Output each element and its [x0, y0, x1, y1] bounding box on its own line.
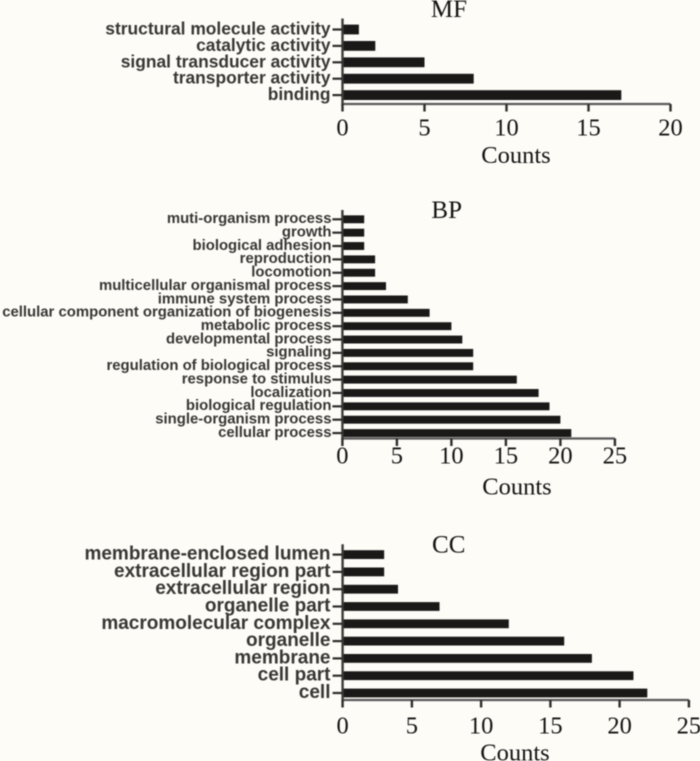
svg-text:20: 20	[607, 713, 632, 740]
svg-text:developmental process: developmental process	[166, 331, 332, 347]
svg-text:10: 10	[469, 713, 494, 740]
svg-text:15: 15	[576, 115, 601, 142]
svg-text:Counts: Counts	[481, 142, 550, 169]
svg-text:Counts: Counts	[482, 474, 551, 501]
svg-text:15: 15	[538, 713, 563, 740]
svg-text:muti-organism process: muti-organism process	[167, 211, 332, 227]
svg-text:5: 5	[406, 713, 418, 740]
svg-text:cell: cell	[299, 682, 331, 703]
svg-text:catalytic activity: catalytic activity	[196, 35, 331, 55]
svg-text:25: 25	[603, 443, 628, 470]
svg-text:5: 5	[418, 115, 430, 142]
svg-text:membrane: membrane	[234, 647, 330, 668]
svg-text:cellular component organizatio: cellular component organization of bioge…	[2, 305, 331, 321]
svg-text:single-organism process: single-organism process	[155, 412, 331, 428]
svg-text:biological regulation: biological regulation	[186, 398, 332, 414]
svg-text:transporter activity: transporter activity	[173, 68, 331, 88]
svg-text:0: 0	[336, 115, 348, 142]
svg-text:signaling: signaling	[266, 345, 331, 361]
svg-text:25: 25	[677, 713, 700, 740]
svg-text:organelle part: organelle part	[205, 596, 331, 617]
svg-text:growth: growth	[282, 224, 332, 240]
svg-text:cell part: cell part	[258, 665, 332, 686]
svg-text:immune system process: immune system process	[158, 291, 332, 307]
svg-text:structural molecule activity: structural molecule activity	[105, 19, 331, 39]
svg-text:0: 0	[336, 713, 348, 740]
svg-text:membrane-enclosed lumen: membrane-enclosed lumen	[84, 544, 330, 565]
svg-text:multicellular organismal proce: multicellular organismal process	[99, 278, 332, 294]
svg-text:10: 10	[494, 115, 519, 142]
svg-text:binding: binding	[268, 84, 331, 104]
svg-text:CC: CC	[432, 532, 465, 559]
svg-text:locomotion: locomotion	[251, 265, 331, 281]
svg-text:reproduction: reproduction	[240, 251, 332, 267]
svg-text:20: 20	[658, 115, 683, 142]
svg-text:20: 20	[548, 443, 573, 470]
svg-text:Counts: Counts	[480, 740, 549, 761]
svg-text:regulation of biological proce: regulation of biological process	[106, 358, 331, 374]
svg-text:extracellular region: extracellular region	[155, 578, 330, 599]
svg-text:biological adhesion: biological adhesion	[193, 238, 332, 254]
svg-text:BP: BP	[431, 197, 462, 224]
svg-text:metabolic process: metabolic process	[201, 318, 332, 334]
svg-text:organelle: organelle	[246, 630, 330, 651]
svg-text:response to stimulus: response to stimulus	[182, 371, 332, 387]
svg-text:5: 5	[391, 443, 403, 470]
svg-text:macromolecular complex: macromolecular complex	[101, 613, 331, 634]
svg-text:signal transducer activity: signal transducer activity	[121, 51, 331, 71]
svg-text:cellular process: cellular process	[218, 425, 331, 441]
svg-text:10: 10	[439, 443, 464, 470]
svg-text:MF: MF	[431, 0, 467, 23]
svg-text:localization: localization	[250, 385, 331, 401]
svg-text:0: 0	[336, 443, 348, 470]
svg-text:15: 15	[494, 443, 519, 470]
svg-text:extracellular region part: extracellular region part	[114, 561, 331, 582]
